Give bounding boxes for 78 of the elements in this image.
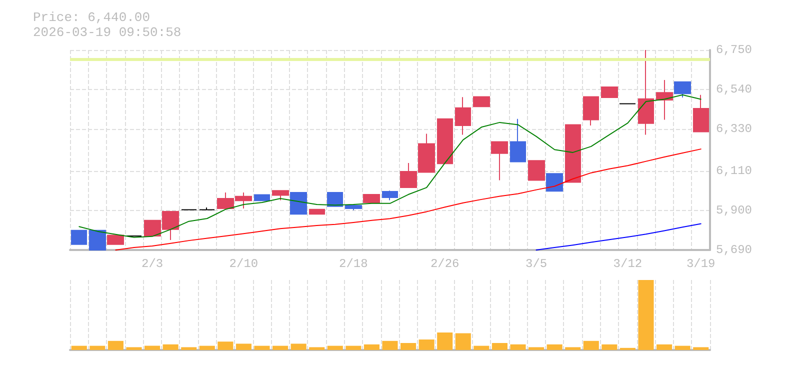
x-tick-label: 3/5 <box>525 257 548 271</box>
bar <box>181 347 197 350</box>
bar <box>418 340 434 350</box>
candlestick <box>345 204 362 211</box>
candlestick <box>71 230 87 245</box>
bar <box>602 344 618 350</box>
candlestick <box>656 80 673 120</box>
y-tick-label: 6,330 <box>716 122 752 136</box>
candlestick <box>601 86 618 98</box>
candlestick <box>199 207 215 210</box>
candlestick <box>290 192 307 215</box>
chart-title: Price: 6,440.00 <box>33 10 150 25</box>
bar <box>510 344 526 350</box>
bar <box>254 346 270 350</box>
bar <box>364 344 380 350</box>
candlestick <box>363 194 380 203</box>
candlestick <box>638 50 654 136</box>
y-tick-label: 5,690 <box>716 243 752 257</box>
bar <box>346 346 362 350</box>
candlestick <box>272 190 289 201</box>
candlestick <box>437 118 453 164</box>
bar <box>437 332 453 350</box>
candlestick <box>89 230 106 250</box>
candlestick <box>583 96 599 126</box>
bar <box>400 343 416 350</box>
y-tick-label: 6,540 <box>716 82 752 97</box>
bar <box>382 340 398 350</box>
bar <box>583 340 599 350</box>
candlestick <box>491 141 508 181</box>
bar <box>90 346 106 350</box>
line-series <box>78 94 702 238</box>
candlestick <box>382 190 398 201</box>
bar <box>656 344 672 350</box>
candlestick <box>309 208 325 215</box>
candlestick <box>254 194 270 202</box>
candlestick <box>546 173 563 192</box>
bar <box>272 346 288 350</box>
line-series <box>115 148 702 250</box>
x-tick-label: 2/10 <box>229 257 258 271</box>
bar <box>638 280 654 350</box>
x-tick-label: 3/19 <box>686 257 716 271</box>
candlestick <box>107 234 124 245</box>
chart-subtitle: 2026-03-19 09:50:58 <box>33 25 182 40</box>
x-tick-label: 2/26 <box>430 257 460 271</box>
bar <box>290 344 306 350</box>
candlestick <box>674 81 691 98</box>
bar <box>126 347 142 350</box>
bar <box>492 343 508 350</box>
x-tick-label: 2/3 <box>141 257 164 271</box>
bar <box>108 340 124 350</box>
bar <box>474 346 490 350</box>
bar <box>71 346 87 350</box>
bar <box>236 344 252 350</box>
bar <box>528 347 544 350</box>
bar <box>455 333 471 350</box>
bar <box>309 347 325 350</box>
candlestick <box>510 118 526 162</box>
candlestick <box>565 124 581 183</box>
bar <box>674 346 690 350</box>
bar <box>144 346 160 350</box>
y-tick-label: 6,110 <box>716 164 752 178</box>
candlestick <box>473 96 490 108</box>
y-tick-label: 6,750 <box>716 43 752 57</box>
bar <box>693 347 709 350</box>
bar <box>546 344 562 350</box>
bar <box>218 342 234 350</box>
candlestick <box>528 160 545 181</box>
x-tick-label: 3/12 <box>613 257 642 271</box>
line-series <box>536 223 702 250</box>
candlestick <box>327 192 343 207</box>
candlestick <box>455 96 471 136</box>
candlestick <box>693 94 709 132</box>
y-tick-label: 5,900 <box>716 203 752 218</box>
bar <box>199 346 215 350</box>
x-tick-label: 2/18 <box>339 257 368 271</box>
bar <box>565 347 581 350</box>
bar <box>327 346 343 350</box>
bar <box>162 344 178 350</box>
